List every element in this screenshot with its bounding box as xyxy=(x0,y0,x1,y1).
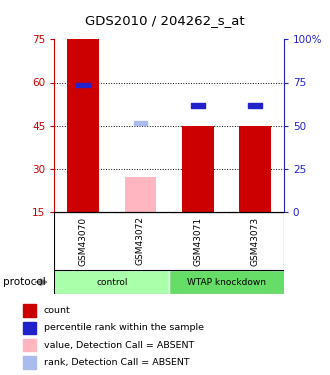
Bar xyxy=(54,270,169,294)
Bar xyxy=(23,356,36,369)
Text: GSM43072: GSM43072 xyxy=(136,216,145,266)
Bar xyxy=(23,339,36,351)
Bar xyxy=(169,270,284,294)
Bar xyxy=(23,304,36,317)
Text: protocol: protocol xyxy=(3,277,46,287)
Text: GSM43071: GSM43071 xyxy=(193,216,202,266)
Text: count: count xyxy=(44,306,71,315)
Text: rank, Detection Call = ABSENT: rank, Detection Call = ABSENT xyxy=(44,358,189,367)
Text: WTAP knockdown: WTAP knockdown xyxy=(187,278,266,286)
Text: GSM43070: GSM43070 xyxy=(79,216,88,266)
Bar xyxy=(125,177,156,212)
Bar xyxy=(248,104,262,108)
Bar xyxy=(191,104,205,108)
Text: control: control xyxy=(96,278,127,286)
Text: value, Detection Call = ABSENT: value, Detection Call = ABSENT xyxy=(44,341,194,350)
Bar xyxy=(76,83,90,87)
Bar xyxy=(239,126,271,212)
Bar xyxy=(23,322,36,334)
Bar xyxy=(134,121,147,125)
Text: percentile rank within the sample: percentile rank within the sample xyxy=(44,323,204,332)
Bar xyxy=(67,39,99,212)
Text: GSM43073: GSM43073 xyxy=(250,216,260,266)
Text: GDS2010 / 204262_s_at: GDS2010 / 204262_s_at xyxy=(85,14,245,27)
Bar xyxy=(182,126,214,212)
